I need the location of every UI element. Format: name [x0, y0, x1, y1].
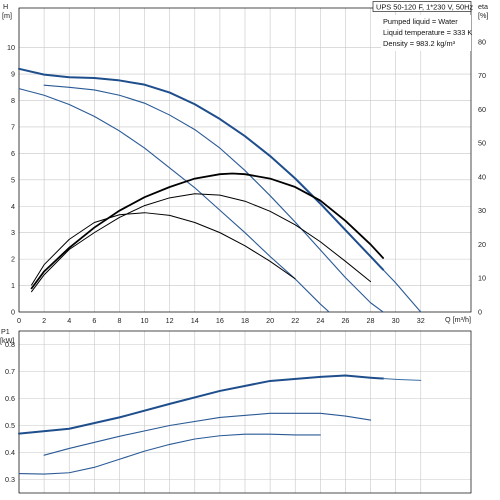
y2-tick-label: 70 — [478, 71, 486, 80]
x-axis-label: Q [m³/h] — [445, 315, 471, 324]
top-plot-grid — [18, 8, 471, 313]
x-tick-label: 6 — [92, 316, 96, 325]
efficiency-curve-6 — [31, 212, 296, 286]
title-box — [372, 1, 472, 12]
y2-tick-label: 30 — [478, 206, 486, 215]
p1-tick-label: 0.3 — [5, 475, 15, 484]
head-curve-0 — [18, 67, 385, 271]
y2-tick-label: 60 — [478, 105, 486, 114]
y2-axis-label-eta-line2: [%] — [478, 11, 488, 20]
y2-tick-label: 0 — [478, 308, 482, 317]
x-tick-label: 26 — [341, 316, 349, 325]
y-tick-label: 5 — [11, 175, 15, 184]
y-tick-label: 10 — [7, 43, 15, 52]
info-box — [381, 15, 471, 51]
x-tick-label: 20 — [266, 316, 274, 325]
x-tick-label: 16 — [216, 316, 224, 325]
annotation-liquid: Pumped liquid = Water — [383, 17, 458, 26]
tick-labels: 0 2 4 6 8 10 12 14 16 18 20 22 24 26 28 30 3201234567891… — [5, 37, 486, 484]
x-tick-label: 8 — [117, 316, 121, 325]
y2-tick-label: 20 — [478, 240, 486, 249]
x-tick-label: 30 — [392, 316, 400, 325]
x-tick-label: 2 — [42, 316, 46, 325]
x-tick-label: 24 — [316, 316, 324, 325]
p1-tick-label: 0.5 — [5, 421, 15, 430]
x-tick-label: 18 — [241, 316, 249, 325]
bottom-plot-frame — [18, 330, 472, 494]
x-tick-label: 32 — [417, 316, 425, 325]
head-curve-3 — [382, 269, 422, 313]
y-tick-label: 3 — [11, 228, 15, 237]
y-tick-label: 8 — [11, 96, 15, 105]
y-tick-label: 6 — [11, 149, 15, 158]
top-plot-series — [18, 67, 422, 313]
y-tick-label: 1 — [11, 281, 15, 290]
top-plot-frame — [18, 7, 472, 313]
head-curve-2 — [18, 88, 330, 313]
efficiency-curve-4 — [30, 172, 385, 290]
y-tick-label: 9 — [11, 70, 15, 79]
x-tick-label: 14 — [191, 316, 199, 325]
p1-tick-label: 0.6 — [5, 394, 15, 403]
y2-tick-label: 50 — [478, 139, 486, 148]
p1-tick-label: 0.4 — [5, 448, 15, 457]
x-tick-label: 0 — [17, 316, 21, 325]
y-axis-label-head-line1: H — [3, 2, 8, 11]
power-curve-3 — [18, 433, 321, 475]
y-tick-label: 7 — [11, 122, 15, 131]
y-axis-label-power-line2: [kW] — [0, 336, 14, 345]
head-curve-1 — [43, 84, 384, 313]
x-tick-label: 12 — [166, 316, 174, 325]
power-curve-1 — [382, 378, 422, 381]
annotation-temperature: Liquid temperature = 333 K — [383, 28, 472, 37]
y-axis-label-power-line1: P1 — [1, 327, 10, 336]
y-tick-label: 4 — [11, 202, 15, 211]
y2-tick-label: 10 — [478, 274, 486, 283]
p1-tick-label: 0.8 — [5, 340, 15, 349]
annotation-density: Density = 983.2 kg/m³ — [383, 39, 456, 48]
power-curve-0 — [18, 374, 385, 435]
bottom-plot-series — [18, 374, 422, 475]
power-curve-2 — [43, 412, 372, 456]
y-tick-label: 2 — [11, 255, 15, 264]
x-tick-label: 10 — [141, 316, 149, 325]
efficiency-curve-5 — [31, 193, 372, 293]
y-axis-label-head-line2: [m] — [2, 11, 12, 20]
x-tick-label: 28 — [367, 316, 375, 325]
y2-tick-label: 80 — [478, 37, 486, 46]
chart-title: UPS 50-120 F, 1*230 V, 50Hz — [376, 2, 473, 11]
x-tick-label: 22 — [291, 316, 299, 325]
x-tick-label: 4 — [67, 316, 71, 325]
y2-axis-label-eta-line1: eta — [478, 2, 488, 11]
p1-tick-label: 0.7 — [5, 367, 15, 376]
y-tick-label: 0 — [11, 308, 15, 317]
y2-tick-label: 40 — [478, 172, 486, 181]
